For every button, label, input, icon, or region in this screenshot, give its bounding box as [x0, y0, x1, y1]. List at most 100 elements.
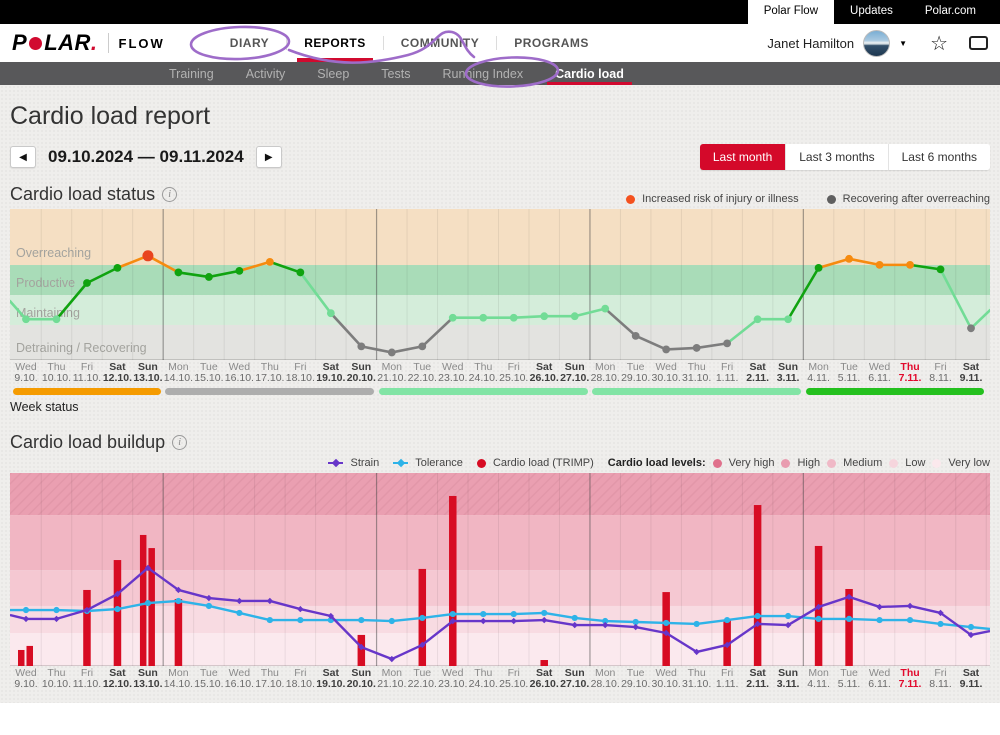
trimp-bar	[357, 634, 366, 666]
info-icon[interactable]: i	[162, 187, 178, 202]
tolerance-point	[266, 616, 273, 624]
prev-period-button[interactable]: ◀	[10, 146, 36, 168]
axis-label: Fri 18.10.	[285, 361, 315, 384]
tolerance-point	[358, 616, 365, 624]
status-segment	[969, 308, 990, 330]
status-legend: Increased risk of injury or illness Reco…	[626, 193, 990, 205]
subnav-activity[interactable]: Activity	[245, 66, 286, 81]
logo-text: P LAR.	[12, 30, 98, 55]
status-point	[753, 315, 762, 324]
subnav-running-index[interactable]: Running Index	[442, 66, 524, 81]
axis-label: Fri 1.11.	[715, 667, 739, 690]
top-bar: Polar Flow Updates Polar.com	[0, 0, 1000, 24]
tolerance-point	[754, 612, 761, 620]
axis-label: Sun 3.11.	[776, 361, 800, 384]
band-label: Overreaching	[16, 246, 91, 260]
status-segment	[664, 346, 698, 351]
legend-label: Recovering after overreaching	[842, 193, 990, 205]
tolerance-point	[114, 605, 121, 613]
strain-point	[236, 597, 243, 605]
status-point	[601, 304, 610, 313]
next-period-button[interactable]: ▶	[255, 146, 282, 168]
band	[10, 570, 990, 606]
axis-label: Wed 6.11.	[868, 361, 891, 384]
week-status-pill	[378, 388, 588, 395]
last-6-months-button[interactable]: Last 6 months	[887, 144, 990, 170]
trimp-bar	[148, 548, 155, 666]
polar-logo[interactable]: P LAR. FLOW	[12, 30, 165, 56]
status-point	[326, 309, 335, 318]
strain-point	[571, 621, 578, 629]
axis-label: Tue 5.11.	[837, 667, 861, 690]
strain-point	[632, 623, 639, 631]
subnav-training[interactable]: Training	[169, 66, 214, 81]
last-month-button[interactable]: Last month	[699, 144, 786, 170]
nav-programs[interactable]: PROGRAMS	[514, 36, 589, 50]
buildup-legend: Strain Tolerance Cardio load (TRIMP) Car…	[10, 457, 990, 469]
axis-label: Tue 15.10.	[194, 667, 224, 690]
status-point	[723, 339, 732, 348]
axis-label: Mon 4.11.	[807, 361, 830, 384]
nav-diary[interactable]: DIARY	[229, 36, 270, 50]
status-point	[448, 313, 457, 322]
level-very-high-icon	[712, 458, 722, 468]
buildup-section-header: Cardio load buildup i	[10, 432, 990, 453]
strain-point	[723, 641, 731, 649]
axis-label: Thu 31.10.	[682, 667, 712, 690]
range-button-group: Last month Last 3 months Last 6 months	[699, 144, 990, 170]
axis-label: Mon 21.10.	[377, 361, 407, 384]
date-controls: ◀ 09.10.2024 — 09.11.2024 ▶ Last month L…	[10, 144, 990, 170]
status-point	[142, 250, 154, 262]
status-point	[540, 312, 549, 321]
level-low-icon	[889, 458, 899, 468]
main-nav: DIARY REPORTS COMMUNITY PROGRAMS	[213, 24, 606, 62]
status-point	[509, 313, 518, 322]
axis-label: Sat 2.11.	[746, 667, 769, 690]
status-segment	[512, 314, 546, 320]
strain-line	[10, 566, 990, 661]
legend-label: Increased risk of injury or illness	[642, 193, 799, 205]
avatar[interactable]	[863, 29, 891, 57]
axis-label: Mon 14.10.	[163, 361, 194, 384]
user-name[interactable]: Janet Hamilton	[767, 35, 855, 51]
tab-polar-flow[interactable]: Polar Flow	[747, 0, 835, 24]
last-3-months-button[interactable]: Last 3 months	[785, 144, 888, 170]
tolerance-point	[663, 619, 670, 627]
nav-reports[interactable]: REPORTS	[287, 24, 383, 62]
legend-label: Medium	[843, 457, 883, 469]
feedback-icon[interactable]	[969, 36, 988, 50]
axis-label: Tue 29.10.	[621, 361, 651, 384]
nav-community[interactable]: COMMUNITY	[400, 36, 480, 50]
trimp-bar	[18, 649, 25, 666]
strain-point	[449, 617, 456, 625]
axis-label: Fri 8.11.	[929, 667, 952, 690]
status-segment	[908, 263, 942, 271]
chevron-down-icon[interactable]: ▼	[899, 38, 908, 48]
tolerance-point	[845, 615, 853, 623]
tolerance-point	[724, 616, 731, 624]
tolerance-point	[785, 612, 792, 620]
favorite-star-icon[interactable]: ☆	[930, 32, 948, 55]
legend-label: Very low	[948, 457, 990, 469]
tolerance-point	[967, 623, 975, 631]
axis-label: Thu 31.10.	[682, 361, 712, 384]
axis-label: Fri 25.10.	[499, 667, 529, 690]
status-segment	[573, 307, 607, 318]
buildup-chart	[10, 473, 990, 666]
subnav-tests[interactable]: Tests	[381, 66, 411, 81]
week-status-label: Week status	[10, 400, 79, 414]
subnav-sleep[interactable]: Sleep	[317, 66, 350, 81]
status-point	[479, 313, 488, 322]
axis-label: Thu 7.11.	[898, 667, 922, 690]
axis-label: Wed 30.10.	[651, 667, 681, 690]
trimp-bar	[845, 588, 853, 666]
subnav-cardio-load[interactable]: Cardio load	[541, 62, 638, 85]
axis-label: Mon 28.10.	[590, 361, 620, 384]
tab-polar-com[interactable]: Polar.com	[924, 5, 976, 17]
strain-point	[175, 586, 182, 594]
tab-updates[interactable]: Updates	[850, 5, 893, 17]
week-status-bar	[0, 388, 1000, 396]
info-icon[interactable]: i	[172, 435, 188, 450]
recovering-dot-icon	[826, 194, 836, 204]
